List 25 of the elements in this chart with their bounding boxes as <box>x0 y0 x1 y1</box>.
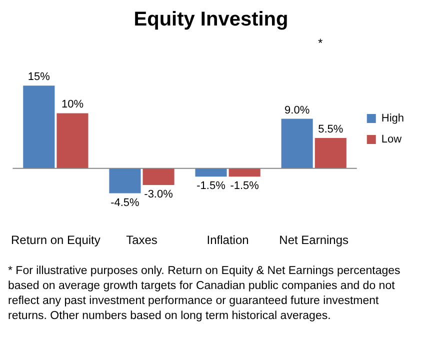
bar <box>56 113 88 168</box>
bar <box>23 86 55 168</box>
bar <box>228 168 260 177</box>
bar <box>314 138 346 168</box>
x-tick-label: Taxes <box>126 233 158 248</box>
bar <box>142 168 174 185</box>
x-tick-label: Inflation <box>206 233 249 248</box>
data-label: 15% <box>28 71 50 84</box>
x-tick-label: Return on Equity <box>10 233 100 248</box>
legend-label: Low <box>381 134 402 146</box>
data-label: -4.5% <box>110 196 140 209</box>
data-label: 9.0% <box>284 104 310 116</box>
text: * For illustrative purposes only. Return on Equity & Net Earnings percentages based on average growth targets for Canadian public companies and do not reflect any past investment performance or guaranteed future investment returns. Other numbers based on long term historical averages. <box>7 264 402 324</box>
data-label: 5.5% <box>318 124 344 136</box>
data-label: -1.5% <box>230 180 260 192</box>
data-label: -1.5% <box>196 180 226 192</box>
bar <box>109 168 141 194</box>
legend-label: High <box>381 112 404 125</box>
text: * <box>318 36 323 50</box>
chart-title: Equity Investing <box>134 8 288 31</box>
bar <box>281 118 313 168</box>
bar <box>195 168 227 177</box>
data-label: 10% <box>61 98 84 111</box>
data-label: -3.0% <box>144 188 174 200</box>
x-tick-label: Net Earnings <box>279 233 349 248</box>
